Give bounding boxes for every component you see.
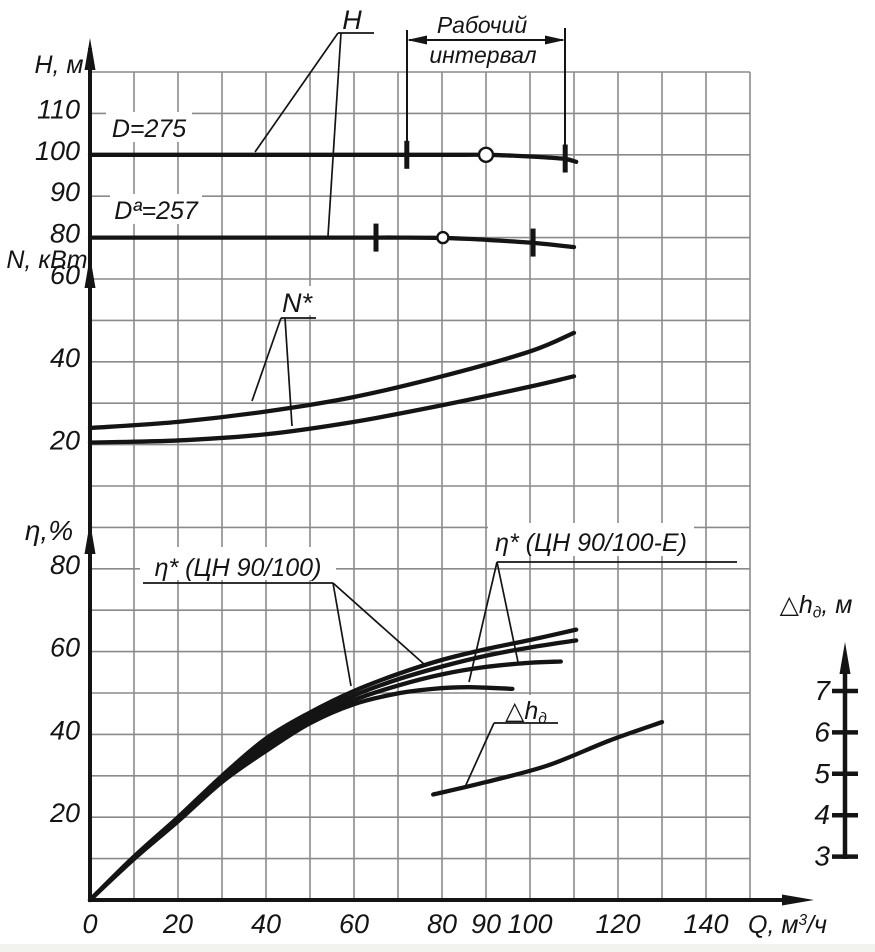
- curve-label-N-mask: [278, 286, 318, 315]
- H-tick-110: 110: [37, 94, 80, 124]
- curve-label-eta-cn-90-100E-leader: [496, 561, 519, 663]
- working-interval-line2: интервал: [429, 42, 536, 68]
- axes: [88, 48, 858, 902]
- curve-label-eta-cn-90-100E-mask: [488, 523, 694, 556]
- curve-label-dh-text: △hд: [505, 697, 547, 728]
- dh-tick-5: 5: [814, 758, 830, 789]
- curve-label-H-leader: [327, 32, 342, 237]
- dh-tick-3: 3: [814, 841, 830, 872]
- curve-label-eta-cn-90-100-mask: [140, 547, 336, 580]
- curve-label-N-leader: [251, 317, 282, 402]
- N-tick-40: 40: [50, 343, 80, 373]
- curve-label-D257-mask: [110, 194, 202, 224]
- x-tick-40: 40: [251, 909, 281, 939]
- curve-label-D257: Dª=257: [114, 197, 199, 225]
- dh-tick-6: 6: [814, 716, 830, 747]
- N-axis-label: N, кВт: [6, 246, 87, 274]
- curve-label-eta-cn-90-100-text: η* (ЦН 90/100): [155, 554, 322, 582]
- working-interval: Рабочий интервал: [406, 12, 566, 168]
- curve-label-N-text: N*: [282, 288, 313, 318]
- eta-tick-20: 20: [49, 798, 80, 828]
- eta-tick-80: 80: [50, 550, 80, 580]
- dh-axis-arrow: [839, 642, 851, 674]
- N-axis-arrow: [84, 256, 96, 288]
- N-tick-20: 20: [49, 426, 80, 456]
- x-tick-60: 60: [339, 909, 369, 939]
- series-head-D275: [87, 152, 579, 164]
- H-tick-100: 100: [35, 136, 80, 166]
- curve-label-D275-text: D=275: [112, 115, 186, 143]
- curve-label-D257-text: Dª=257: [114, 197, 199, 225]
- curve-label-H: H: [254, 5, 374, 237]
- series-power-N-D257: [87, 374, 577, 445]
- nominal-point-head-D275: [477, 146, 495, 164]
- eta-axis-arrow: [84, 522, 96, 554]
- series-head-D257: [87, 235, 577, 250]
- curve-label-dh-leader: [464, 722, 495, 788]
- curve-label-eta-cn-90-100E-text: η* (ЦН 90/100-Е): [495, 529, 687, 557]
- curve-label-D275-mask: [106, 112, 192, 142]
- H-axis-arrow: [84, 38, 96, 70]
- x-tick-90: 90: [471, 909, 501, 939]
- eta-tick-60: 60: [50, 633, 80, 663]
- x-axis-arrow: [782, 894, 814, 906]
- x-axis-label: Q, м3/ч: [748, 911, 827, 939]
- H-tick-90: 90: [50, 177, 80, 207]
- working-interval-line1: Рабочий: [437, 12, 528, 38]
- curve-label-dh: △hд: [464, 697, 558, 788]
- curve-label-eta-cn-90-100-leader: [332, 582, 352, 687]
- curve-label-N-leader: [284, 317, 293, 427]
- x-tick-120: 120: [595, 909, 640, 939]
- working-interval-line2-mask: [432, 43, 534, 66]
- curve-label-H-text: H: [342, 5, 362, 35]
- series-cavitation-margin-dh: [431, 719, 665, 797]
- x-tick-20: 20: [162, 909, 193, 939]
- curve-label-eta-cn-90-100E: η* (ЦН 90/100-Е): [468, 529, 737, 683]
- x-tick-140: 140: [683, 909, 728, 939]
- dim-arrow-left: [407, 35, 427, 45]
- footer-strip: [0, 944, 875, 952]
- dh-tick-4: 4: [814, 799, 830, 830]
- curve-label-H-mask: [335, 2, 371, 32]
- H-tick-80: 80: [50, 219, 80, 249]
- eta-axis-label: η,%: [25, 515, 73, 546]
- curve-label-eta-cn-90-100-leader: [332, 582, 426, 666]
- dh-axis-label: △hд, м: [780, 591, 853, 622]
- x-tick-0: 0: [82, 909, 97, 939]
- x-tick-80: 80: [427, 909, 457, 939]
- curve-label-eta-cn-90-100E-leader: [468, 561, 498, 683]
- curve-label-dh-mask: [497, 695, 557, 723]
- N-tick-60: 60: [50, 260, 80, 290]
- series-eta-cn-90-100E-lower: [87, 685, 515, 903]
- eta-tick-40: 40: [50, 715, 80, 745]
- curve-label-D275: D=275: [112, 115, 186, 143]
- series-power-N-D275: [87, 330, 577, 431]
- working-interval-line1-mask: [436, 9, 528, 36]
- curve-label-eta-cn-90-100: η* (ЦН 90/100): [143, 554, 426, 687]
- curve-label-H-leader: [254, 32, 339, 153]
- dh-tick-7: 7: [814, 675, 831, 706]
- nominal-point-head-D257: [436, 230, 450, 245]
- x-tick-100: 100: [507, 909, 552, 939]
- curve-label-N: N*: [251, 288, 316, 427]
- dim-arrow-right: [545, 35, 565, 45]
- H-axis-label: H, м: [34, 51, 83, 79]
